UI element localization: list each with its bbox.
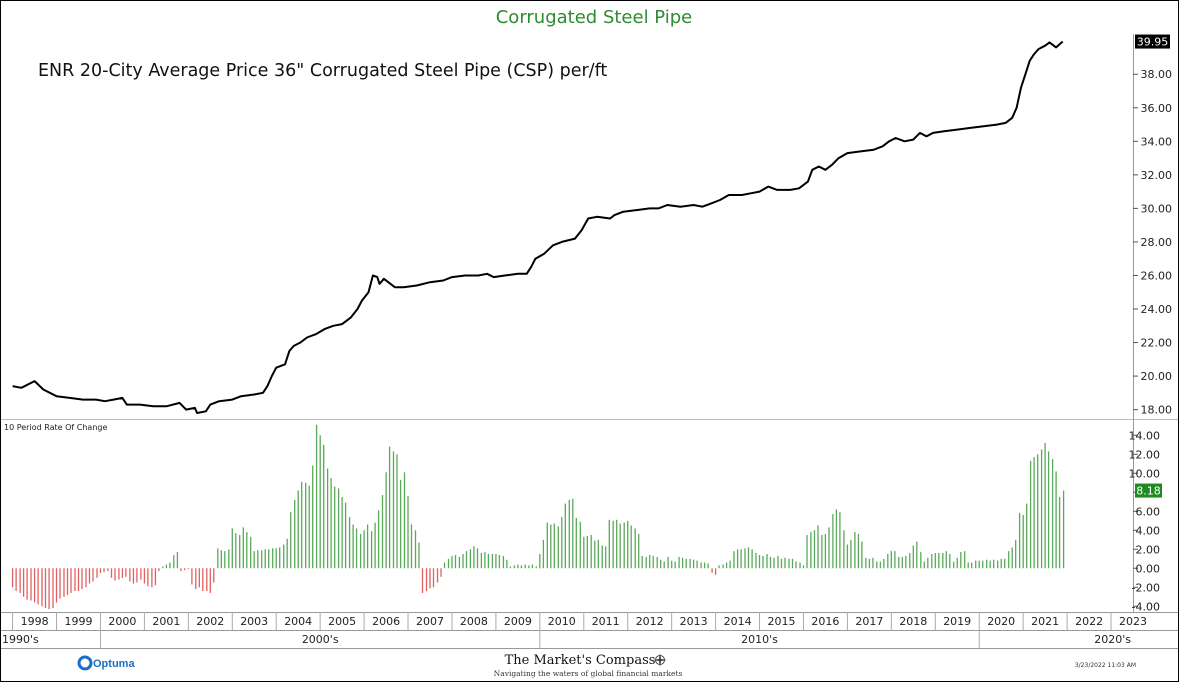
x-tick-label: 2007 <box>416 615 444 628</box>
roc-y-tick-label: 0.00 <box>1136 562 1161 575</box>
optuma-logo-icon <box>77 655 93 671</box>
price-y-tick-label: 18.00 <box>1141 404 1173 417</box>
x-tick-label: 2015 <box>768 615 796 628</box>
price-y-tick-label: 36.00 <box>1141 102 1173 115</box>
roc-y-tick-label: -2.00 <box>1132 581 1160 594</box>
roc-y-tick-label: 14.00 <box>1129 429 1161 442</box>
price-last-value: 39.95 <box>1137 36 1169 49</box>
x-tick-label: 2002 <box>196 615 224 628</box>
x-tick-label: 2018 <box>899 615 927 628</box>
x-tick-label: 2020 <box>987 615 1015 628</box>
decade-axis: 1990's 2000's 2010's 2020's <box>2 630 1131 648</box>
x-axis: 1998 1999 2000 2001 2002 2003 2004 2005 2006 2007… <box>12 612 1147 630</box>
decade-label: 2000's <box>302 633 339 646</box>
price-y-tick-label: 26.00 <box>1141 269 1173 282</box>
price-last-value-box <box>1135 34 1170 49</box>
price-y-tick-label: 24.00 <box>1141 303 1173 316</box>
brand-tagline: Navigating the waters of global financia… <box>494 669 683 678</box>
x-tick-label: 2013 <box>680 615 708 628</box>
roc-y-tick-label: 4.00 <box>1136 524 1161 537</box>
x-tick-label: 1998 <box>21 615 49 628</box>
price-panel: 18.00 20.00 22.00 24.00 26.00 28.00 30.00 32.00… <box>12 34 1173 417</box>
price-y-tick-label: 38.00 <box>1141 68 1173 81</box>
x-tick-label: 2019 <box>943 615 971 628</box>
chart-title: Corrugated Steel Pipe <box>496 7 693 28</box>
x-tick-label: 1999 <box>65 615 93 628</box>
x-tick-label: 2016 <box>811 615 839 628</box>
price-y-tick-label: 20.00 <box>1141 370 1173 383</box>
roc-y-tick-label: 12.00 <box>1129 448 1161 461</box>
x-tick-label: 2017 <box>855 615 883 628</box>
x-tick-label: 2011 <box>592 615 620 628</box>
x-tick-label: 2004 <box>284 615 312 628</box>
x-tick-label: 2009 <box>504 615 532 628</box>
optuma-logo: Optuma <box>77 655 135 671</box>
x-tick-label: 2001 <box>152 615 180 628</box>
roc-y-tick-label: 10.00 <box>1129 467 1161 480</box>
roc-last-value: 8.18 <box>1136 485 1161 498</box>
x-tick-label: 2008 <box>460 615 488 628</box>
roc-panel: 10 Period Rate Of Change -4.00 -2.00 0.00 2… <box>4 423 1162 613</box>
roc-last-value-box <box>1135 483 1162 498</box>
chart-subtitle: ENR 20-City Average Price 36" Corrugated… <box>38 61 607 81</box>
roc-y-tick-label: -4.00 <box>1132 600 1160 613</box>
x-tick-label: 2010 <box>548 615 576 628</box>
price-y-tick-label: 34.00 <box>1141 135 1173 148</box>
price-y-tick-label: 22.00 <box>1141 337 1173 350</box>
price-line <box>12 40 1064 414</box>
x-tick-label: 2023 <box>1119 615 1147 628</box>
compass-icon <box>653 653 667 667</box>
timestamp: 3/23/2022 11:03 AM <box>1075 662 1136 669</box>
decade-label: 2020's <box>1094 633 1131 646</box>
x-tick-label: 2022 <box>1075 615 1103 628</box>
roc-y-tick-label: 6.00 <box>1136 505 1161 518</box>
x-tick-label: 2021 <box>1031 615 1059 628</box>
price-y-tick-label: 30.00 <box>1141 202 1173 215</box>
optuma-logo-text: Optuma <box>93 658 135 670</box>
brand-name: The Market's Compass <box>505 653 656 668</box>
decade-label: 2010's <box>741 633 778 646</box>
x-tick-label: 2006 <box>372 615 400 628</box>
price-y-tick-label: 32.00 <box>1141 169 1173 182</box>
price-y-tick-label: 28.00 <box>1141 236 1173 249</box>
x-tick-label: 2012 <box>636 615 664 628</box>
roc-y-tick-label: 2.00 <box>1136 543 1161 556</box>
x-tick-label: 2000 <box>108 615 136 628</box>
decade-label: 1990's <box>2 633 39 646</box>
x-tick-label: 2003 <box>240 615 268 628</box>
roc-label: 10 Period Rate Of Change <box>4 423 107 432</box>
x-tick-label: 2005 <box>328 615 356 628</box>
x-tick-label: 2014 <box>724 615 752 628</box>
